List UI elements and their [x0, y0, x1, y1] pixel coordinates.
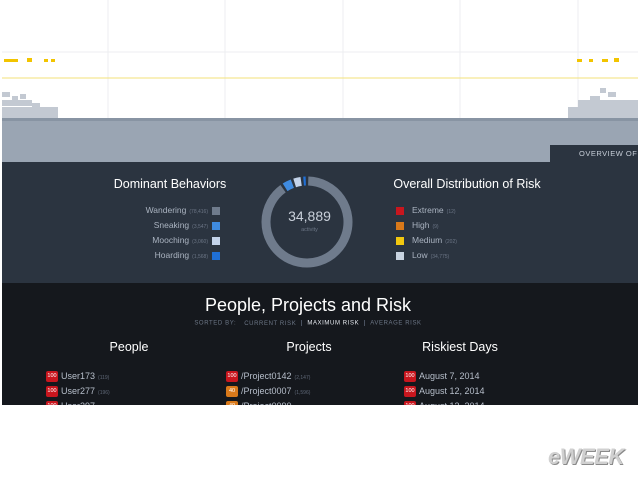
legend-name: High: [412, 220, 430, 230]
row-count: (1,596): [294, 390, 311, 396]
risk-panel: [2, 283, 638, 405]
donut-caption: activity: [301, 227, 318, 233]
legend-swatch: [212, 207, 220, 215]
logo: eWEEK: [548, 444, 624, 469]
row: User297(84): [61, 401, 107, 405]
tab[interactable]: OVERVIEW OF R: [550, 145, 638, 162]
row: User173 (119): [61, 371, 109, 384]
row-name[interactable]: User297: [61, 401, 95, 405]
legend-row: Hoarding (1,568): [155, 250, 208, 260]
legend-name: Wandering: [145, 205, 187, 215]
risk-badge: 100: [46, 401, 58, 405]
legend-swatch: [212, 222, 220, 230]
legend-swatch: [212, 237, 220, 245]
legend-count: (12): [446, 209, 456, 215]
column-title: People: [109, 340, 149, 354]
risk-badge: 40: [226, 386, 238, 397]
legend-swatch: [396, 207, 404, 215]
row-count: (196): [98, 390, 110, 396]
legend-swatch: [212, 252, 220, 260]
legend-swatch: [396, 252, 404, 260]
donut-segment: [282, 179, 295, 192]
divider: [364, 320, 366, 326]
row-name[interactable]: August 13, 2014: [419, 401, 485, 405]
donut-segment: [261, 176, 353, 268]
legend-count: (78,416): [189, 209, 208, 215]
dashboard: OVERVIEW OF R Dominant Behaviors Wanderin…: [2, 0, 638, 405]
row: /Project0142 (2,147): [241, 371, 310, 384]
risk-badge: 100: [404, 401, 416, 405]
row-name[interactable]: User173: [61, 371, 96, 381]
legend-name: Low: [412, 250, 428, 260]
row: /Project0090(812): [241, 401, 306, 405]
legend-name: Extreme: [412, 205, 444, 215]
legend-swatch: [396, 222, 404, 230]
risk-badge: 100: [46, 371, 58, 382]
row-name[interactable]: August 12, 2014: [419, 386, 485, 396]
risk-badge: 40: [226, 401, 238, 405]
row-name[interactable]: August 7, 2014: [419, 371, 480, 381]
legend-swatch: [396, 237, 404, 245]
row: August 12, 2014: [419, 386, 485, 397]
section-heading: People, Projects and Risk: [204, 295, 412, 315]
legend-name: Sneaking: [153, 220, 190, 230]
row-name[interactable]: User277: [61, 386, 96, 396]
donut-chart: [261, 176, 353, 268]
divider: [301, 320, 303, 326]
sort-bar: SORTED BY: CURRENT RISK MAXIMUM RISK AVERAG…: [102, 320, 514, 327]
row: August 7, 2014: [419, 371, 480, 382]
legend-count: (9): [432, 224, 439, 230]
row: August 13, 2014: [419, 401, 485, 405]
legend-count: (34,775): [430, 254, 450, 260]
risk-badge: 100: [226, 371, 238, 382]
section-title: Overall Distribution of Risk: [393, 177, 541, 191]
row-name[interactable]: /Project0007: [241, 386, 292, 396]
section-title: Dominant Behaviors: [113, 177, 227, 191]
legend-row: Low (34,775): [412, 250, 449, 260]
risk-badge: 100: [404, 386, 416, 397]
legend-row: Medium (202): [412, 235, 457, 245]
row: User277 (196): [61, 386, 110, 399]
row-count: (2,147): [294, 375, 311, 381]
row-name[interactable]: /Project0142: [241, 371, 292, 381]
donut-total: 34,889: [288, 208, 331, 224]
column-title: Riskiest Days: [422, 340, 498, 354]
risk-badge: 100: [46, 386, 58, 397]
legend-count: (3,060): [192, 239, 208, 245]
activity-strip: [2, 0, 638, 162]
sort-option[interactable]: CURRENT RISK: [244, 320, 297, 327]
legend-name: Medium: [412, 235, 443, 245]
legend-row: High (9): [412, 220, 439, 230]
legend-count: (1,568): [192, 254, 208, 260]
legend-row: Sneaking (3,547): [154, 220, 208, 230]
legend-row: Extreme (12): [412, 205, 456, 215]
sort-option[interactable]: AVERAGE RISK: [370, 320, 422, 327]
legend-name: Mooching: [152, 235, 190, 245]
legend-count: (202): [445, 239, 457, 245]
legend-row: Wandering (78,416): [146, 205, 208, 215]
legend-row: Mooching (3,060): [152, 235, 208, 245]
row: /Project0007 (1,596): [241, 386, 310, 399]
legend-name: Hoarding: [154, 250, 190, 260]
risk-badge: 100: [404, 371, 416, 382]
sort-label: SORTED BY:: [194, 320, 237, 327]
sort-option[interactable]: MAXIMUM RISK: [307, 320, 360, 327]
row-name[interactable]: /Project0090: [241, 401, 292, 405]
legend-count: (3,547): [192, 224, 208, 230]
row-count: (119): [98, 375, 110, 381]
donut-segment: [293, 176, 302, 188]
column-title: Projects: [286, 340, 332, 354]
